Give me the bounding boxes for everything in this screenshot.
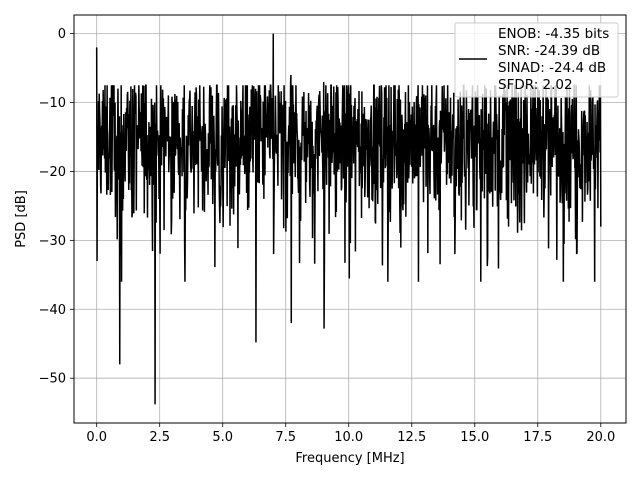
y-tick-label: −30 [39,234,66,249]
legend-enob-text: ENOB: -4.35 bits [498,26,609,42]
legend-sinad-text: SINAD: -24.4 dB [498,60,606,76]
y-tick-label: −20 [39,165,66,180]
x-tick-label: 10.0 [334,430,363,445]
x-tick-label: 7.5 [275,430,296,445]
x-tick-label: 17.5 [523,430,552,445]
x-axis-label: Frequency [MHz] [295,451,404,466]
x-tick-label: 0.0 [86,430,107,445]
x-tick-label: 2.5 [149,430,170,445]
y-tick-label: −40 [39,303,66,318]
legend-snr-text: SNR: -24.39 dB [498,43,600,59]
x-tick-label: 20.0 [586,430,615,445]
x-tick-label: 15.0 [460,430,489,445]
legend-box [454,22,619,98]
y-axis-ticks: 0 −10 −20 −30 −40 −50 [39,27,74,387]
y-tick-label: −10 [39,96,66,111]
y-tick-label: 0 [58,27,66,42]
x-axis-ticks: 0.0 2.5 5.0 7.5 10.0 12.5 15.0 17.5 20.0 [86,423,615,445]
y-tick-label: −50 [39,372,66,387]
x-tick-label: 5.0 [212,430,233,445]
plot-area [95,33,602,405]
axes-frame [73,14,627,424]
x-tick-label: 12.5 [397,430,426,445]
psd-series-line [95,33,602,405]
y-axis-label: PSD [dB] [14,190,29,248]
legend-sfdr-text: SFDR: 2.02 [498,77,573,93]
legend: ENOB: -4.35 bits SNR: -24.39 dB SINAD: -… [454,22,619,98]
